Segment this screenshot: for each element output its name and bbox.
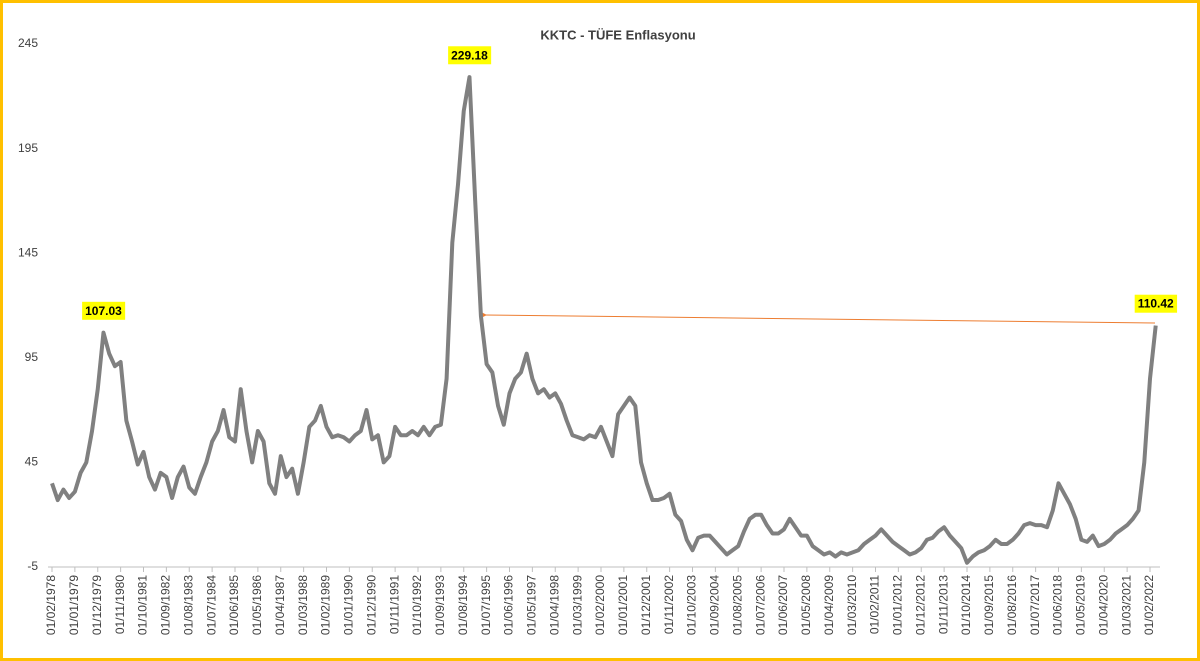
x-tick-label: 01/11/1980 (113, 575, 127, 634)
x-tick-label: 01/05/1997 (525, 575, 539, 635)
y-tick-label: 245 (18, 36, 38, 50)
label-highlight (82, 301, 126, 320)
x-tick-label: 01/02/1989 (319, 575, 333, 635)
label-highlight (1134, 294, 1178, 313)
x-tick-label: 01/04/1987 (273, 575, 287, 635)
x-tick-label: 01/06/2007 (776, 575, 790, 635)
y-tick-label: -5 (27, 559, 38, 573)
value-label: 229.18 (451, 48, 488, 62)
x-tick-label: 01/08/2005 (730, 575, 744, 635)
x-tick-label: 01/03/1988 (296, 575, 310, 635)
x-tick-label: 01/06/2018 (1051, 575, 1065, 635)
x-tick-label: 01/01/2001 (616, 575, 630, 635)
x-tick-label: 01/02/2000 (593, 575, 607, 635)
arrow (480, 311, 1156, 324)
x-tick-label: 01/04/2009 (822, 575, 836, 635)
x-tick-label: 01/10/2014 (959, 575, 973, 635)
x-tick-label: 01/10/1992 (410, 575, 424, 635)
x-tick-label: 01/06/1996 (502, 575, 516, 635)
x-tick-label: 01/05/2008 (799, 575, 813, 635)
line-series (50, 75, 1158, 565)
x-tick-label: 01/01/1979 (67, 575, 81, 635)
x-tick-label: 01/12/2012 (913, 575, 927, 635)
x-tick-label: 01/07/1995 (479, 575, 493, 635)
x-tick-label: 01/02/2022 (1142, 575, 1156, 635)
x-tick-label: 01/02/2011 (868, 575, 882, 634)
x-tick-label: 01/11/2002 (662, 575, 676, 634)
value-label: 110.42 (1138, 297, 1174, 311)
x-tick-label: 01/08/1994 (456, 575, 470, 635)
x-tick-label: 01/10/2003 (685, 575, 699, 635)
chart-title: KKTC - TÜFE Enflasyonu (540, 27, 695, 42)
x-tick-label: 01/09/2004 (708, 575, 722, 635)
x-tick-label: 01/07/2006 (753, 575, 767, 635)
y-tick-label: 195 (18, 141, 38, 155)
label-highlight (448, 46, 492, 65)
value-label: 107.03 (85, 304, 122, 318)
x-tick-label: 01/04/2020 (1096, 575, 1110, 635)
value-labels: 107.03 229.18 110.42 (82, 46, 1178, 320)
x-tick-label: 01/05/1986 (250, 575, 264, 635)
x-tick-label: 01/06/1985 (227, 575, 241, 635)
x-tick-label: 01/04/1998 (547, 575, 561, 635)
x-tick-label: 01/02/1978 (44, 575, 58, 635)
x-tick-label: 01/09/1993 (433, 575, 447, 635)
x-tick-label: 01/11/2013 (936, 575, 950, 634)
x-tick-label: 01/12/2001 (639, 575, 653, 635)
x-tick-label: 01/12/1990 (364, 575, 378, 635)
x-tick-label: 01/01/1990 (342, 575, 356, 635)
y-tick-label: 145 (18, 245, 38, 259)
x-tick-label: 01/10/1981 (136, 575, 150, 635)
x-tick-label: 01/05/2019 (1074, 575, 1088, 635)
x-tick-label: 01/07/2017 (1028, 575, 1042, 635)
x-tick-label: 01/03/2021 (1119, 575, 1133, 635)
x-tick-label: 01/03/1999 (570, 575, 584, 635)
x-tick-label: 01/01/2012 (891, 575, 905, 635)
x-tick-label: 01/08/2016 (1005, 575, 1019, 635)
x-tick-label: 01/03/2010 (845, 575, 859, 635)
y-tick-label: 45 (25, 455, 39, 469)
x-tick-label: 01/09/1982 (159, 575, 173, 635)
x-tick-label: 01/12/1979 (90, 575, 104, 635)
x-tick-label: 01/11/1991 (387, 575, 401, 634)
x-tick-label: 01/07/1984 (204, 575, 218, 635)
x-tick-label: 01/09/2015 (982, 575, 996, 635)
x-tick-label: 01/08/1983 (181, 575, 195, 635)
y-tick-label: 95 (25, 350, 39, 364)
